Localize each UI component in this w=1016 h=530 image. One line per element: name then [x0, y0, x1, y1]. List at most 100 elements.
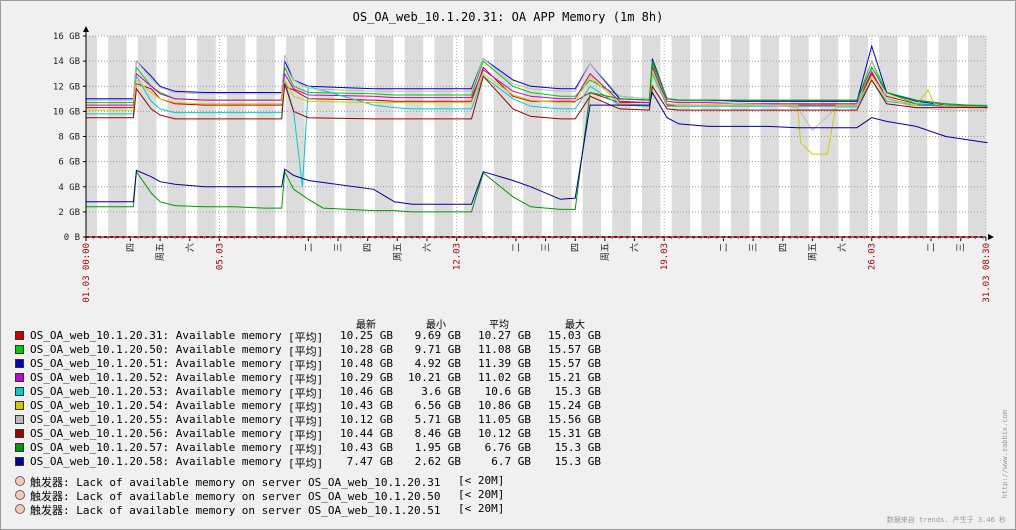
- legend-min: 6.56 GB: [414, 399, 461, 412]
- x-tick-label: 三: [749, 243, 759, 252]
- legend-function: [平均]: [288, 373, 324, 386]
- x-tick-label: 四: [571, 243, 581, 252]
- legend-avg: 10.12 GB: [478, 427, 531, 440]
- legend-max: 15.57 GB: [548, 343, 601, 356]
- series-line: [86, 69, 988, 155]
- x-tick-label: 01.03 00:00: [82, 243, 92, 303]
- trigger-threshold: [< 20M]: [458, 488, 505, 501]
- legend-series-name: OS_OA_web_10.1.20.31: Available memory: [30, 329, 282, 342]
- night-band: [375, 36, 394, 237]
- legend-last: 10.46 GB: [340, 385, 393, 398]
- legend-avg: 11.08 GB: [478, 343, 531, 356]
- legend-min: 2.62 GB: [414, 455, 461, 468]
- x-tick-label: 三: [957, 243, 967, 252]
- x-tick-label: 四: [779, 243, 789, 252]
- legend-series-name: OS_OA_web_10.1.20.52: Available memory: [30, 371, 282, 384]
- legend-swatch: [15, 345, 24, 354]
- legend-swatch: [15, 331, 24, 340]
- legend-avg: 11.39 GB: [478, 357, 531, 370]
- night-band: [760, 36, 780, 237]
- legend-max: 15.3 GB: [554, 441, 601, 454]
- legend-avg: 11.05 GB: [478, 413, 531, 426]
- y-tick-label: 8 GB: [58, 133, 80, 143]
- legend-max: 15.57 GB: [548, 357, 601, 370]
- legend-header-min: 最小: [426, 320, 446, 331]
- x-tick-label: 四: [126, 243, 136, 252]
- x-tick-label: 六: [184, 243, 196, 252]
- legend-max: 15.31 GB: [548, 427, 601, 440]
- legend-function: [平均]: [288, 401, 324, 414]
- legend-min: 10.21 GB: [408, 371, 461, 384]
- legend-min: 9.69 GB: [414, 329, 461, 342]
- legend-swatch: [15, 429, 24, 438]
- legend-series-name: OS_OA_web_10.1.20.50: Available memory: [30, 343, 282, 356]
- x-axis-arrow: [988, 234, 994, 240]
- legend-swatch: [15, 415, 24, 424]
- series-line: [86, 91, 988, 205]
- y-tick-label: 6 GB: [58, 158, 80, 168]
- legend-last: 10.43 GB: [340, 399, 393, 412]
- legend-last: 10.28 GB: [340, 343, 393, 356]
- series-line: [86, 66, 988, 109]
- x-tick-label: 周五: [155, 243, 166, 261]
- trigger-name: 触发器: Lack of available memory on server …: [30, 490, 441, 503]
- series-line: [86, 44, 988, 107]
- legend-avg: 10.27 GB: [478, 329, 531, 342]
- x-tick-label: 三: [334, 243, 344, 252]
- graph-title: OS_OA_web_10.1.20.31: OA APP Memory (1m …: [352, 10, 664, 24]
- legend-last: 7.47 GB: [346, 455, 393, 468]
- legend-swatch: [15, 373, 24, 382]
- legend-last: 10.29 GB: [340, 371, 393, 384]
- night-band: [404, 36, 424, 237]
- night-band: [552, 36, 572, 237]
- legend-series-name: OS_OA_web_10.1.20.55: Available memory: [30, 413, 282, 426]
- x-tick-label: 二: [512, 243, 522, 252]
- y-tick-label: 16 GB: [53, 32, 80, 42]
- plot-series: [86, 44, 988, 213]
- trigger-threshold: [< 20M]: [458, 474, 505, 487]
- x-tick-label: 31.03 08:30: [982, 243, 992, 303]
- y-tick-label: 12 GB: [53, 82, 80, 92]
- x-tick-label: 二: [927, 243, 937, 252]
- x-tick-label: 19.03: [660, 243, 670, 270]
- legend-max: 15.03 GB: [548, 329, 601, 342]
- legend-swatch: [15, 401, 24, 410]
- legend-min: 3.6 GB: [421, 385, 461, 398]
- x-tick-label: 周五: [392, 243, 403, 261]
- legend-series-name: OS_OA_web_10.1.20.56: Available memory: [30, 427, 282, 440]
- legend-series-name: OS_OA_web_10.1.20.58: Available memory: [30, 455, 282, 468]
- x-tick-label: 周五: [600, 243, 611, 261]
- legend-last: 10.48 GB: [340, 357, 393, 370]
- x-tick-label: 26.03: [868, 243, 878, 270]
- legend-header-avg: 平均: [489, 320, 509, 331]
- legend-min: 8.46 GB: [414, 427, 461, 440]
- legend-max: 15.21 GB: [548, 371, 601, 384]
- night-band: [315, 36, 335, 237]
- legend-function: [平均]: [288, 415, 324, 428]
- legend-function: [平均]: [288, 359, 324, 372]
- series-line: [86, 54, 988, 131]
- series-line: [86, 67, 988, 109]
- legend-function: [平均]: [288, 345, 324, 358]
- x-tick-label: 05.03: [215, 243, 225, 270]
- legend-last: 10.44 GB: [340, 427, 393, 440]
- night-band: [819, 36, 839, 237]
- legend-swatch: [15, 443, 24, 452]
- x-tick-label: 六: [836, 243, 848, 252]
- legend-function: [平均]: [288, 457, 324, 470]
- x-tick-label: 12.03: [453, 243, 463, 270]
- series-line: [86, 71, 988, 187]
- trigger-name: 触发器: Lack of available memory on server …: [30, 504, 441, 517]
- legend-max: 15.24 GB: [548, 399, 601, 412]
- legend-swatch: [15, 457, 24, 466]
- legend-function: [平均]: [288, 331, 324, 344]
- x-tick-label: 周五: [807, 243, 818, 261]
- night-band: [849, 36, 869, 237]
- series-line: [86, 75, 988, 120]
- x-tick-label: 二: [719, 243, 729, 252]
- legend-avg: 10.86 GB: [478, 399, 531, 412]
- legend-avg: 11.02 GB: [478, 371, 531, 384]
- x-tick-label: 六: [421, 243, 433, 252]
- legend-max: 15.3 GB: [554, 385, 601, 398]
- legend-series-name: OS_OA_web_10.1.20.57: Available memory: [30, 441, 282, 454]
